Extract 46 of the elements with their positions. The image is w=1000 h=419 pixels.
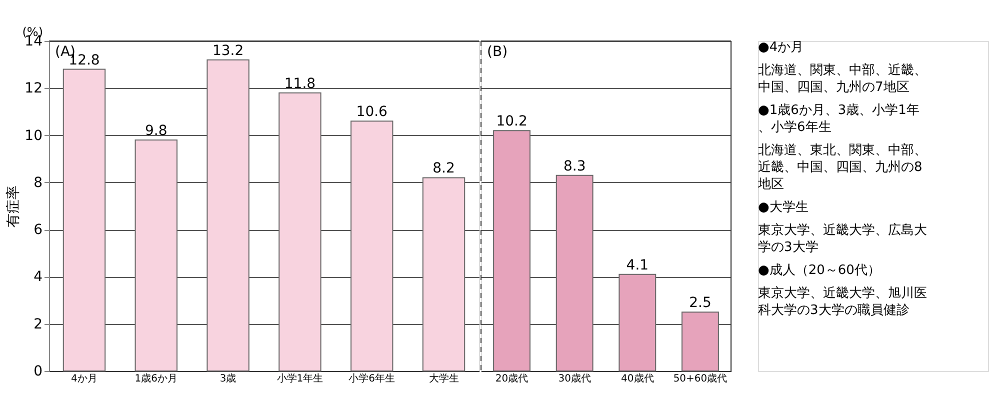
bar bbox=[556, 174, 594, 372]
x-tick-label: 4か月 bbox=[71, 374, 98, 384]
data-label: 9.8 bbox=[145, 123, 168, 139]
text: 東京大学、近畿大学、旭川医科大学の3大学の職員健診 bbox=[758, 286, 927, 318]
bar bbox=[62, 68, 106, 372]
data-label: 13.2 bbox=[212, 42, 244, 59]
x-tick-label: 小学6年生 bbox=[348, 372, 396, 384]
data-label: 2.5 bbox=[689, 295, 712, 312]
data-label: 8.2 bbox=[432, 160, 455, 177]
text: 東京大学、近畿大学、広島大学の3大学 bbox=[758, 222, 927, 255]
data-label: 10.6 bbox=[356, 104, 388, 120]
bar bbox=[134, 140, 178, 372]
y-tick-label: 0 bbox=[34, 364, 42, 380]
bar bbox=[682, 312, 719, 372]
x-tick-label: 30歳代 bbox=[558, 372, 591, 384]
y-tick-label: 12 bbox=[24, 80, 42, 97]
text: 北海道、東北、関東、中部、近畿、中国、四国、九州の8地区 bbox=[757, 143, 927, 192]
text: ●大学生 bbox=[758, 200, 808, 215]
data-label: 10.2 bbox=[496, 114, 528, 130]
y-tick-label: 6 bbox=[34, 222, 43, 238]
x-tick-label: 50+60歳代 bbox=[673, 372, 728, 384]
text: ●成人（20～60代） bbox=[758, 263, 880, 278]
bar bbox=[422, 177, 466, 372]
x-tick-label: 大学生 bbox=[428, 372, 459, 384]
text: 北海道、関東、中部、近畿、中国、四国、九州の7地区 bbox=[758, 63, 927, 95]
x-tick-label: 20歳代 bbox=[495, 372, 528, 384]
y-axis-title: 有症率 bbox=[6, 186, 22, 228]
bar bbox=[618, 274, 656, 372]
y-tick-label: 10 bbox=[24, 128, 42, 144]
data-label: 4.1 bbox=[626, 257, 649, 274]
x-tick-label: 1歳6か月 bbox=[134, 372, 178, 384]
data-label: 8.3 bbox=[563, 158, 586, 174]
x-tick-label: 小学1年生 bbox=[276, 372, 324, 384]
y-tick-label: 2 bbox=[34, 316, 42, 332]
x-tick-label: 3歳 bbox=[220, 372, 236, 384]
text: ●4か月 bbox=[758, 40, 804, 55]
y-tick-label: 4 bbox=[34, 269, 43, 286]
bar bbox=[493, 130, 530, 372]
bar bbox=[206, 59, 250, 372]
x-tick-label: 40歳代 bbox=[621, 372, 654, 384]
bar bbox=[350, 120, 394, 372]
chart-title: (B) bbox=[487, 44, 508, 60]
y-tick-label: 8 bbox=[34, 174, 42, 191]
text: ●1歳6か月、3歳、小学1年、小学6年生 bbox=[758, 103, 920, 135]
bar bbox=[278, 92, 322, 372]
data-label: 11.8 bbox=[284, 76, 316, 92]
